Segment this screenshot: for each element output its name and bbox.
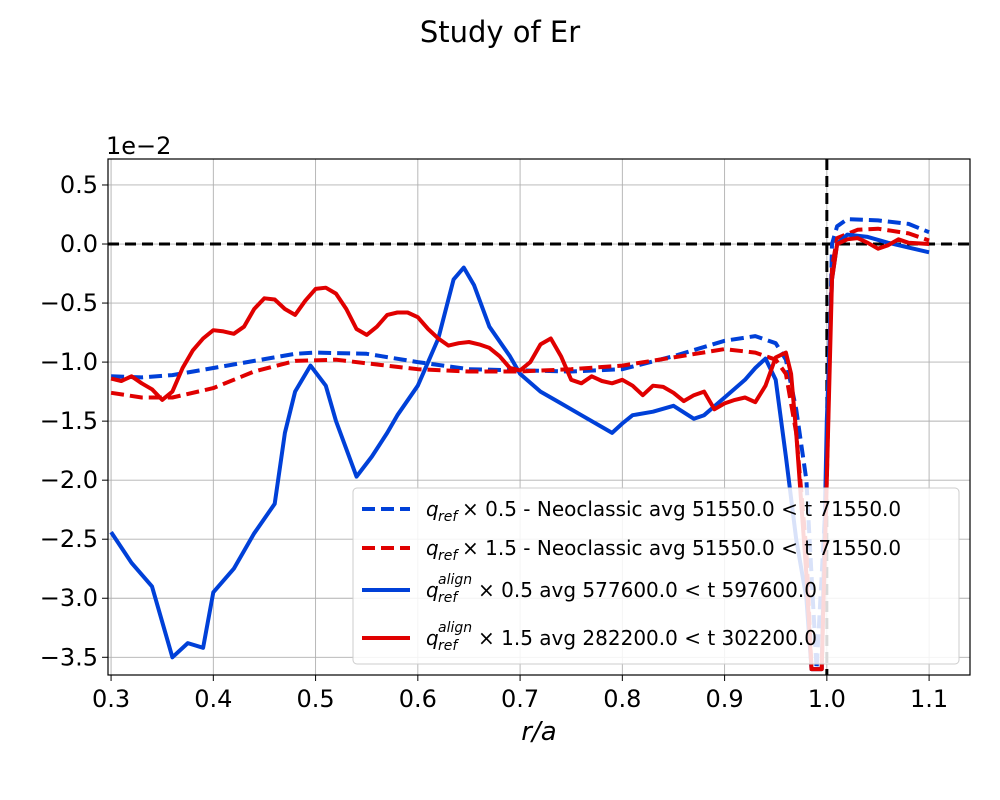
legend-symbol: q — [426, 626, 439, 650]
x-tick-label: 0.6 — [399, 685, 437, 713]
legend-entry-label: × 1.5 avg 282200.0 < t 302200.0 — [478, 626, 817, 650]
y-tick-label: −1.0 — [40, 348, 98, 376]
legend-subscript: ref — [438, 590, 459, 606]
y-tick-label: −3.0 — [40, 584, 98, 612]
legend-entry-label: × 1.5 - Neoclassic avg 51550.0 < t 71550… — [462, 536, 901, 560]
legend-subscript: ref — [438, 638, 459, 654]
x-tick-label: 0.8 — [603, 685, 641, 713]
x-tick-label: 1.1 — [910, 685, 948, 713]
legend-symbol: q — [426, 497, 439, 521]
chart-title: Study of Er — [420, 15, 580, 49]
y-tick-label: −1.5 — [40, 407, 98, 435]
legend-box — [352, 487, 960, 665]
x-tick-label: 1.0 — [808, 685, 846, 713]
legend-superscript: align — [438, 572, 472, 588]
series-line-1 — [111, 217, 930, 672]
legend-symbol: q — [426, 536, 439, 560]
x-tick-label: 0.3 — [92, 685, 130, 713]
series-line-4 — [110, 236, 930, 672]
legend: q ref × 0.5 - Neoclassic avg 51550.0 < t … — [352, 487, 960, 665]
x-axis-label: r/a — [521, 717, 556, 747]
y-tick-label: −2.5 — [40, 525, 98, 553]
y-tick-label: 0.5 — [60, 171, 98, 199]
legend-entry-label: × 0.5 avg 577600.0 < t 597600.0 — [478, 578, 817, 602]
x-tick-label: 0.7 — [501, 685, 539, 713]
x-tick-label: 0.5 — [296, 685, 334, 713]
plot-frame — [107, 158, 971, 676]
y-tick-label: −2.0 — [40, 466, 98, 494]
x-tick-label: 0.9 — [706, 685, 744, 713]
legend-superscript: align — [438, 620, 472, 636]
y-tick-label: −0.5 — [40, 289, 98, 317]
y-tick-label: 0.0 — [60, 230, 98, 258]
x-tick-label: 0.4 — [194, 685, 232, 713]
legend-entry-label: × 0.5 - Neoclassic avg 51550.0 < t 71550… — [462, 497, 901, 521]
legend-symbol: q — [426, 578, 439, 602]
y-tick-label: −3.5 — [40, 643, 98, 671]
legend-subscript: ref — [438, 548, 459, 564]
legend-subscript: ref — [438, 509, 459, 525]
y-axis-offset-label: 1e−2 — [106, 132, 171, 160]
axis-ticks: 0.3 0.4 0.5 0.6 0.7 0.8 0.9 1.0 1.1 0.5 0.0 −0.5 −1.… — [40, 171, 948, 713]
